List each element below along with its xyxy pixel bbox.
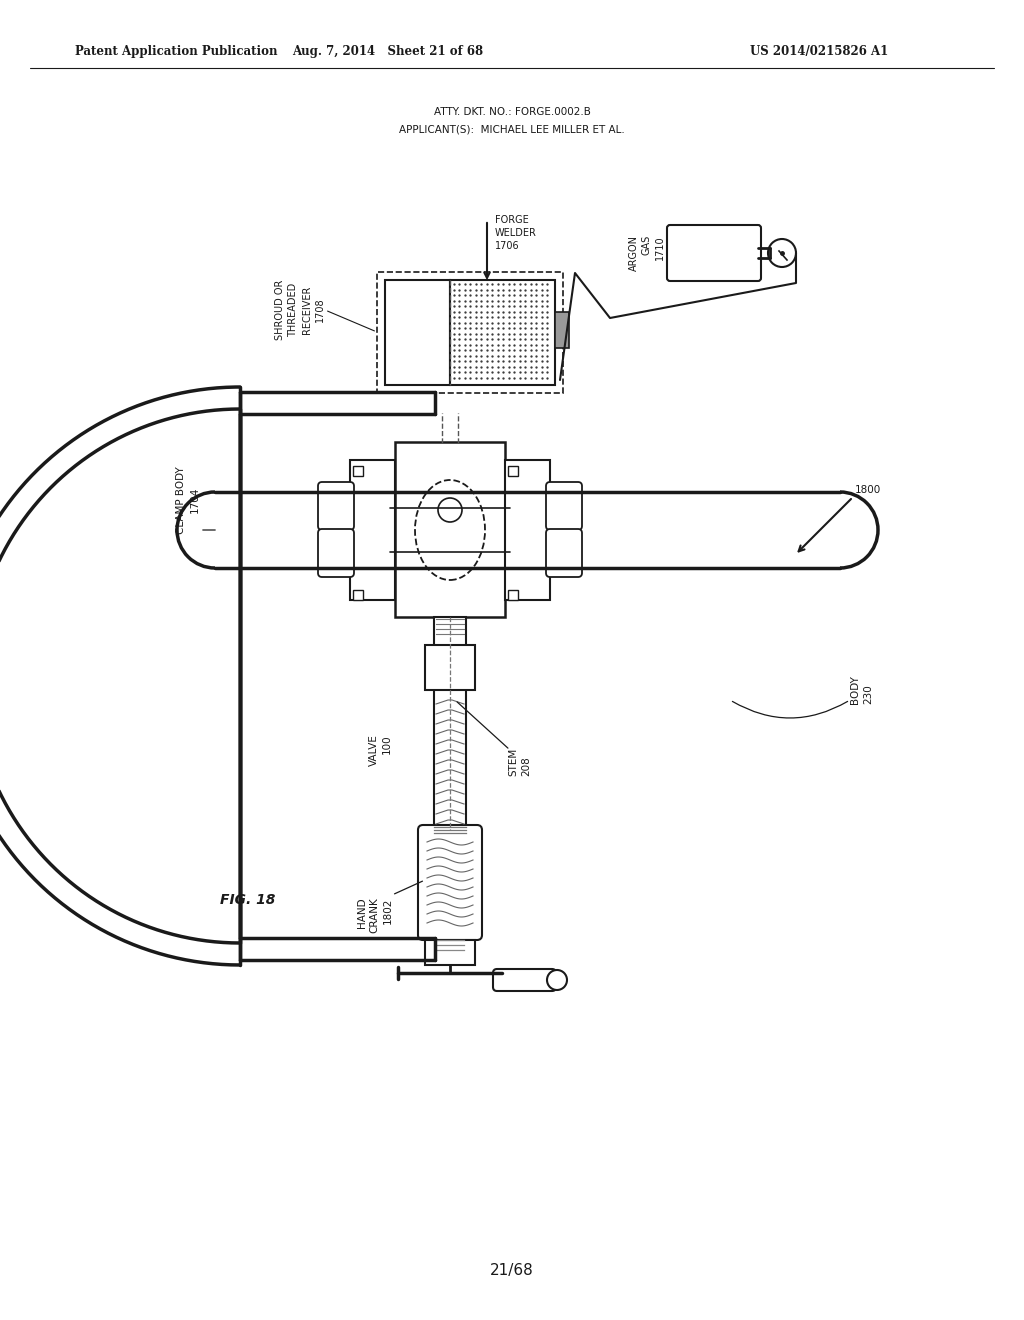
- Text: Aug. 7, 2014   Sheet 21 of 68: Aug. 7, 2014 Sheet 21 of 68: [293, 45, 483, 58]
- Bar: [555, 312, 569, 348]
- Bar: [350, 459, 395, 601]
- Text: US 2014/0215826 A1: US 2014/0215826 A1: [750, 45, 888, 58]
- Bar: [385, 280, 450, 385]
- Bar: [353, 466, 362, 477]
- Text: ATTY. DKT. NO.: FORGE.0002.B: ATTY. DKT. NO.: FORGE.0002.B: [433, 107, 591, 117]
- FancyBboxPatch shape: [318, 529, 354, 577]
- Bar: [353, 590, 362, 601]
- Bar: [434, 616, 466, 830]
- Bar: [425, 645, 475, 690]
- Text: STEM
208: STEM 208: [508, 748, 531, 776]
- Bar: [395, 442, 505, 616]
- Text: SHROUD OR
THREADED
RECEIVER
1708: SHROUD OR THREADED RECEIVER 1708: [275, 280, 325, 341]
- Bar: [508, 590, 518, 601]
- FancyBboxPatch shape: [418, 825, 482, 940]
- FancyBboxPatch shape: [318, 482, 354, 531]
- Text: FORGE
WELDER
1706: FORGE WELDER 1706: [495, 215, 537, 251]
- Text: APPLICANT(S):  MICHAEL LEE MILLER ET AL.: APPLICANT(S): MICHAEL LEE MILLER ET AL.: [399, 125, 625, 135]
- FancyBboxPatch shape: [546, 482, 582, 531]
- Bar: [508, 466, 518, 477]
- Bar: [425, 940, 475, 965]
- Bar: [450, 280, 555, 385]
- Text: BODY
230: BODY 230: [850, 676, 873, 705]
- Text: CLAMP BODY
1704: CLAMP BODY 1704: [176, 466, 200, 533]
- Text: Patent Application Publication: Patent Application Publication: [75, 45, 278, 58]
- Text: HAND
CRANK
1802: HAND CRANK 1802: [356, 898, 393, 933]
- Text: ARGON
GAS
1710: ARGON GAS 1710: [629, 235, 665, 271]
- Text: 1800: 1800: [855, 484, 882, 495]
- Bar: [505, 459, 550, 601]
- Circle shape: [547, 970, 567, 990]
- FancyBboxPatch shape: [493, 969, 556, 991]
- FancyBboxPatch shape: [667, 224, 761, 281]
- Bar: [377, 272, 563, 393]
- Text: FIG. 18: FIG. 18: [220, 894, 275, 907]
- FancyBboxPatch shape: [546, 529, 582, 577]
- Text: VALVE
100: VALVE 100: [369, 734, 392, 766]
- Text: 21/68: 21/68: [490, 1262, 534, 1278]
